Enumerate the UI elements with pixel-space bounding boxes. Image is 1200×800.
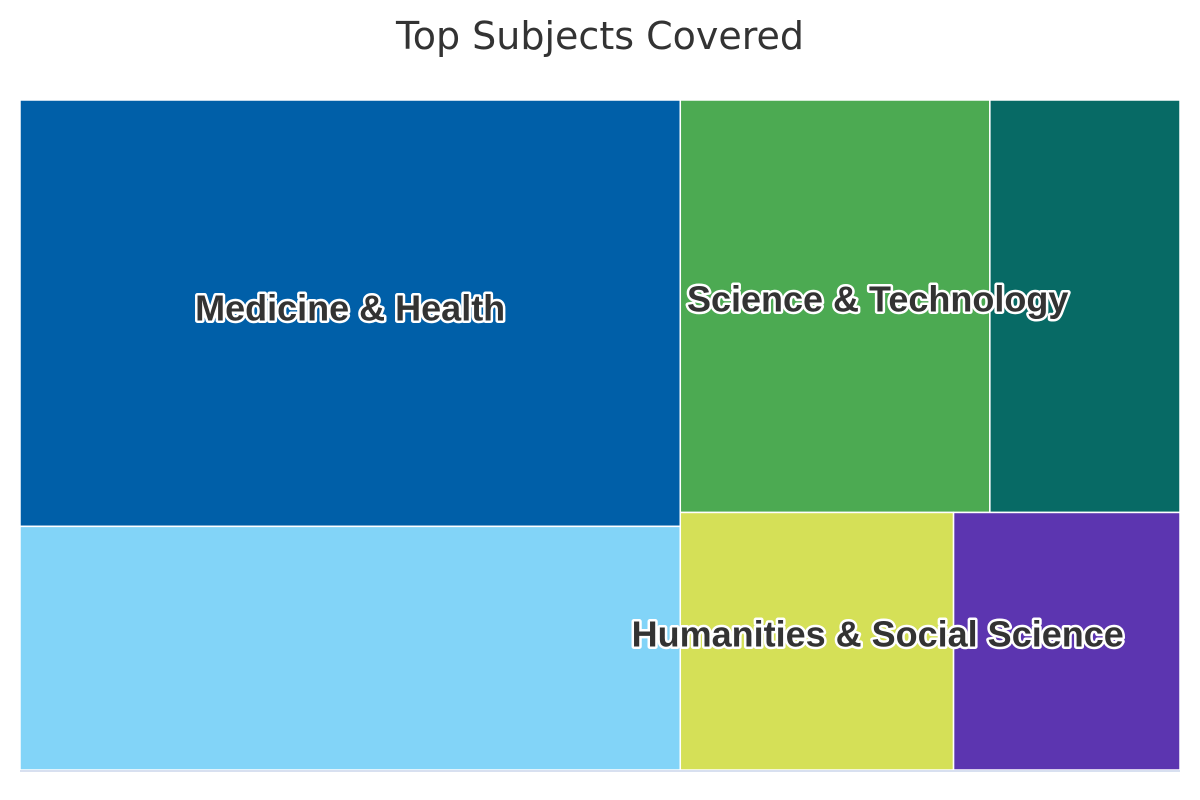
treemap-cell-humanities-social-science-1[interactable] [679,511,955,771]
treemap-cell-humanities-social-science-2[interactable] [952,511,1181,771]
treemap-cell-science-technology-1[interactable] [679,99,991,514]
chart-title: Top Subjects Covered [395,14,805,58]
label-science-technology: Science & Technology [687,279,1068,320]
treemap-cell-medicine-health-2[interactable] [19,525,682,771]
label-medicine-health: Medicine & Health [195,288,505,329]
treemap-cell-medicine-health-1[interactable] [19,99,682,528]
label-humanities-social-science: Humanities & Social Science [632,614,1124,655]
treemap-cell-science-technology-2[interactable] [989,99,1181,514]
